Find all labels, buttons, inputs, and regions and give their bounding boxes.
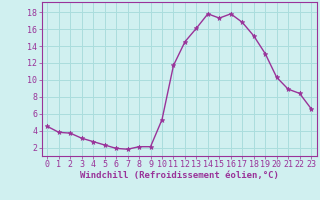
X-axis label: Windchill (Refroidissement éolien,°C): Windchill (Refroidissement éolien,°C) — [80, 171, 279, 180]
